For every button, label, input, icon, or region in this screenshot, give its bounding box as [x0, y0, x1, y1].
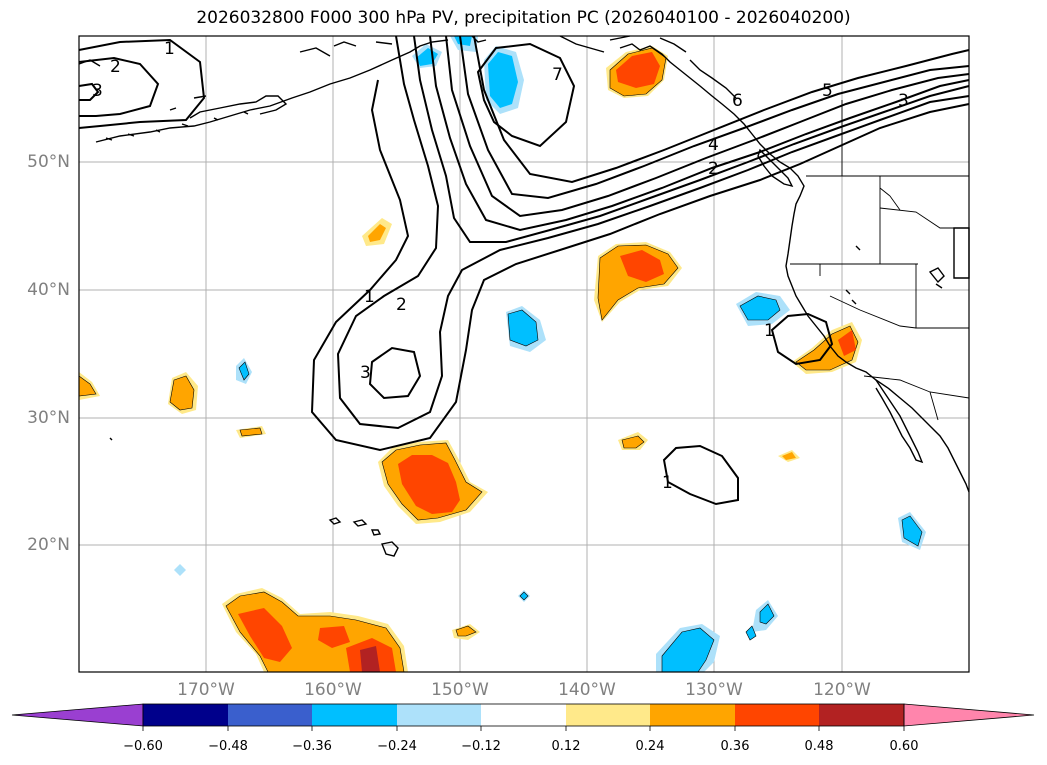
colorbar-extend-min: [11, 703, 144, 727]
colorbar-tick-label: 0.24: [635, 739, 665, 754]
pv-contour-1-northwest: [78, 38, 206, 129]
precip-area-gulf-of-alaska-west: [484, 46, 524, 114]
lon-label-130w: 130°W: [685, 680, 743, 700]
lon-label-160w: 160°W: [304, 680, 362, 700]
colorbar-bin: [143, 704, 228, 726]
lat-label-40n: 40°N: [27, 280, 70, 300]
colorbar-bin: [397, 704, 481, 726]
lat-label-20n: 20°N: [27, 535, 70, 555]
precip-positive-areas: [78, 46, 862, 673]
contour-label: 3: [898, 91, 909, 111]
borders: [790, 100, 970, 421]
contour-label: 3: [360, 363, 371, 383]
contour-label: 1: [364, 287, 375, 307]
chart-title: 2026032800 F000 300 hPa PV, precipitatio…: [196, 8, 851, 28]
pv-contours: [78, 35, 970, 506]
colorbar-tick-label: 0.36: [720, 739, 750, 754]
pv-contour-1-trough-west: [310, 79, 970, 452]
contour-label: 6: [732, 91, 743, 111]
pv-contour-1-subtropic: [662, 444, 739, 506]
pv-contour-3-northwest: [78, 82, 100, 101]
contour-label: 4: [708, 135, 719, 155]
contour-label: 1: [164, 39, 175, 59]
contour-label: 5: [822, 81, 833, 101]
lon-label-170w: 170°W: [177, 680, 235, 700]
colorbar-bin: [650, 704, 735, 726]
colorbar-bin: [312, 704, 397, 726]
contour-labels: 2 3 1 7 6 5 4 2 3 1 2 3 1 1: [92, 39, 909, 493]
pv-contour-3-cutoff: [368, 346, 422, 400]
lat-label-50n: 50°N: [27, 152, 70, 172]
colorbar-bin: [566, 704, 650, 726]
colorbar-tick-label: −0.48: [208, 739, 248, 754]
pv-contour-7-ridge: [473, 35, 970, 184]
colorbar-bin: [819, 704, 904, 726]
colorbar-tick-label: 0.12: [551, 739, 581, 754]
colorbar-extend-max: [903, 703, 1035, 727]
colorbar-bin: [481, 704, 566, 726]
contour-label: 1: [764, 321, 775, 341]
colorbar-tick-label: −0.36: [292, 739, 332, 754]
precip-negative-areas: [174, 36, 926, 673]
colorbar-bin: [228, 704, 312, 726]
contour-label: 1: [662, 473, 673, 493]
pv-contour-2-trough: [336, 35, 970, 430]
contour-label: 7: [552, 65, 563, 85]
contour-label: 2: [708, 159, 719, 179]
precip-area-central-pacific-40n: [594, 242, 682, 322]
map-frame: [78, 35, 970, 673]
colorbar-tick-label: −0.60: [123, 739, 163, 754]
contour-label: 2: [396, 295, 407, 315]
lon-label-150w: 150°W: [431, 680, 489, 700]
pv-contour-7-closed: [476, 42, 576, 148]
precip-area-small-cells: [78, 218, 800, 640]
pv-contour-1-california: [770, 312, 834, 366]
pv-contour-2-northwest: [78, 56, 160, 117]
precip-area-alaska: [606, 46, 668, 98]
precip-area-central-38n: [506, 306, 546, 352]
colorbar-bin: [735, 704, 819, 726]
pv-contour-5-trough: [445, 35, 970, 218]
colorbar-tick-label: 0.60: [889, 739, 919, 754]
colorbar: [11, 703, 1035, 731]
colorbar-tick-label: 0.48: [804, 739, 834, 754]
precip-area-small-negative: [174, 358, 757, 641]
pv-contour-6-trough: [459, 35, 970, 200]
lon-label-140w: 140°W: [558, 680, 616, 700]
lat-label-30n: 30°N: [27, 408, 70, 428]
pv-contour-4-trough: [429, 35, 970, 232]
precip-area-south-east: [656, 512, 926, 673]
lon-label-120w: 120°W: [813, 680, 871, 700]
colorbar-tick-label: −0.24: [377, 739, 417, 754]
contour-label: 3: [92, 81, 103, 101]
pv-contour-3-trough: [413, 35, 970, 243]
contour-label: 2: [110, 57, 121, 77]
precip-area-offshore-california: [736, 292, 790, 326]
precip-area-south-hawaii: [222, 588, 408, 673]
precip-area-hawaii-ne: [378, 440, 488, 524]
colorbar-tick-label: −0.12: [461, 739, 501, 754]
